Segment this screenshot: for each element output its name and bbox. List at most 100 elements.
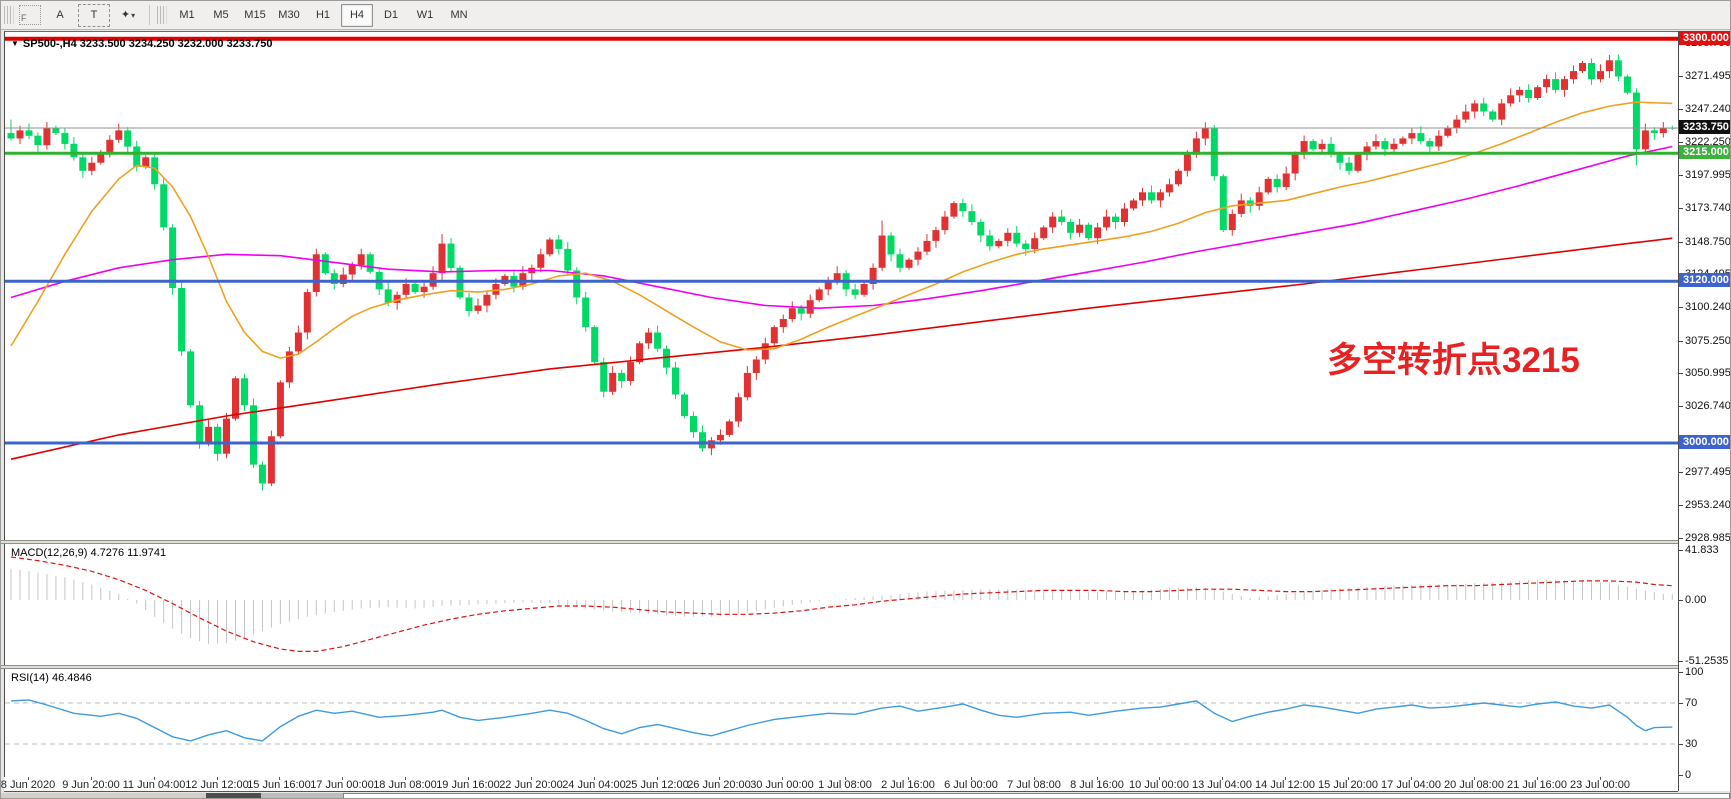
time-label: 20 Jul 08:00 (1444, 779, 1504, 791)
toolbar-grip-2[interactable] (157, 6, 167, 24)
indicator-window-icon[interactable]: F (19, 5, 41, 25)
time-tick-mark (1159, 777, 1160, 780)
time-label: 24 Jun 04:00 (562, 779, 626, 791)
time-label: 17 Jun 00:00 (310, 779, 374, 791)
price-tick-label: 3026.740 (1685, 400, 1731, 412)
timeframe-button-h4[interactable]: H4 (341, 3, 373, 27)
time-tick-mark (1097, 777, 1098, 780)
time-tick-mark (154, 777, 155, 780)
time-tick-mark (657, 777, 658, 780)
time-label: 26 Jun 20:00 (687, 779, 751, 791)
drawing-tools-button[interactable]: ✦▾ (112, 4, 144, 27)
time-tick-mark (971, 777, 972, 780)
chart-annotation-text: 多空转折点3215 (1327, 341, 1580, 380)
text-box-tool-button[interactable]: T (78, 3, 110, 27)
axis-tick-mark (1679, 341, 1683, 342)
price-tick-label: 2977.495 (1685, 466, 1731, 478)
chart-title: ▼ SP500-,H4 3233.500 3234.250 3232.000 32… (11, 38, 272, 50)
price-axis: 3295.7503271.4953247.2403222.2503197.995… (1678, 31, 1731, 791)
rsi-panel[interactable]: RSI(14) 46.4846 (4, 669, 1679, 777)
time-tick-mark (1411, 777, 1412, 780)
axis-tick-mark (1679, 672, 1683, 673)
horizontal-scrollbar[interactable] (1, 793, 1730, 798)
time-tick-mark (342, 777, 343, 780)
price-tick-label: 2953.240 (1685, 499, 1731, 511)
time-label: 1 Jul 08:00 (818, 779, 872, 791)
time-label: 8 Jun 2020 (0, 779, 56, 791)
price-tick-label: 3271.495 (1685, 70, 1731, 82)
time-tick-mark (908, 777, 909, 780)
time-label: 11 Jun 04:00 (122, 779, 186, 791)
macd-label: MACD(12,26,9) 4.7276 11.9741 (11, 547, 167, 559)
chart-title-triangle-icon[interactable]: ▼ (11, 39, 19, 48)
axis-tick-mark (1679, 142, 1683, 143)
main-chart-panel[interactable]: ▼ SP500-,H4 3233.500 3234.250 3232.000 32… (4, 31, 1679, 541)
scrollbar-track-segment (261, 793, 343, 798)
timeframe-button-m1[interactable]: M1 (179, 8, 195, 21)
time-tick-mark (1600, 777, 1601, 780)
axis-tick-mark (1679, 472, 1683, 473)
timeframe-toolbar: M1 M5 M15 M30 H1 H4 D1 W1 MN (170, 3, 476, 27)
time-tick-mark (1222, 777, 1223, 780)
axis-tick-mark (1679, 775, 1683, 776)
price-tick-label: 2928.985 (1685, 532, 1731, 544)
price-badge-3215-000: 3215.000 (1679, 145, 1730, 159)
price-tick-label: 3050.995 (1685, 367, 1731, 379)
time-axis: 8 Jun 2020 9 Jun 20:00 11 Jun 04:00 12 Jun … (0, 777, 1678, 792)
scrollbar-left-segment[interactable] (206, 793, 261, 798)
time-label: 10 Jul 00:00 (1129, 779, 1189, 791)
time-tick-mark (1285, 777, 1286, 780)
timeframe-button-h1[interactable]: H1 (315, 8, 331, 21)
time-tick-mark (845, 777, 846, 780)
timeframe-button-m15[interactable]: M15 (244, 8, 266, 21)
macd-tick-label: 0.00 (1685, 594, 1707, 606)
panel-splitter-macd[interactable] (1, 540, 1730, 544)
toolbar-separator (149, 5, 150, 25)
time-tick-mark (1348, 777, 1349, 780)
candlestick-chart (5, 36, 1679, 491)
timeframe-button-mn[interactable]: MN (450, 8, 468, 21)
axis-tick-mark (1679, 661, 1683, 662)
time-tick-mark (279, 777, 280, 780)
price-tick-label: 3075.250 (1685, 335, 1731, 347)
time-tick-mark (1034, 777, 1035, 780)
panel-splitter-rsi[interactable] (1, 665, 1730, 669)
price-tick-label: 3197.995 (1685, 169, 1731, 181)
rsi-label: RSI(14) 46.4846 (11, 672, 92, 684)
timeframe-button-m30[interactable]: M30 (278, 8, 300, 21)
time-tick-mark (217, 777, 218, 780)
macd-panel[interactable]: MACD(12,26,9) 4.7276 11.9741 (4, 544, 1679, 665)
time-tick-mark (1537, 777, 1538, 780)
axis-tick-mark (1679, 307, 1683, 308)
drawing-tools-icon: ✦ (120, 8, 131, 21)
timeframe-button-m5[interactable]: M5 (213, 8, 229, 21)
time-label: 2 Jul 16:00 (881, 779, 935, 791)
rsi-tick-label: 100 (1685, 666, 1704, 678)
time-label: 9 Jun 20:00 (62, 779, 120, 791)
axis-tick-mark (1679, 550, 1683, 551)
axis-tick-mark (1679, 505, 1683, 506)
axis-tick-mark (1679, 208, 1683, 209)
price-badge-3233-750: 3233.750 (1679, 120, 1730, 134)
chart-title-text: SP500-,H4 3233.500 3234.250 3232.000 323… (22, 38, 273, 50)
toolbar-grip[interactable] (4, 6, 14, 24)
timeframe-button-d1[interactable]: D1 (383, 8, 399, 21)
chevron-down-icon: ▾ (131, 10, 136, 20)
text-label-tool-button[interactable]: A (56, 8, 64, 21)
time-label: 30 Jun 00:00 (750, 779, 814, 791)
price-tick-label: 3173.740 (1685, 202, 1731, 214)
axis-tick-mark (1679, 406, 1683, 407)
price-badge-3120-000: 3120.000 (1679, 273, 1730, 287)
time-label: 22 Jun 20:00 (499, 779, 563, 791)
timeframe-button-w1[interactable]: W1 (416, 8, 434, 21)
axis-tick-mark (1679, 373, 1683, 374)
macd-tick-label: 41.833 (1685, 544, 1719, 556)
time-label: 12 Jun 12:00 (185, 779, 249, 791)
time-label: 15 Jun 16:00 (247, 779, 311, 791)
price-badge-3300-000: 3300.000 (1679, 31, 1730, 45)
scrollbar-thumb[interactable] (343, 793, 1730, 798)
time-label: 7 Jul 08:00 (1007, 779, 1061, 791)
price-tick-label: 3148.750 (1685, 236, 1731, 248)
time-label: 25 Jun 12:00 (625, 779, 689, 791)
